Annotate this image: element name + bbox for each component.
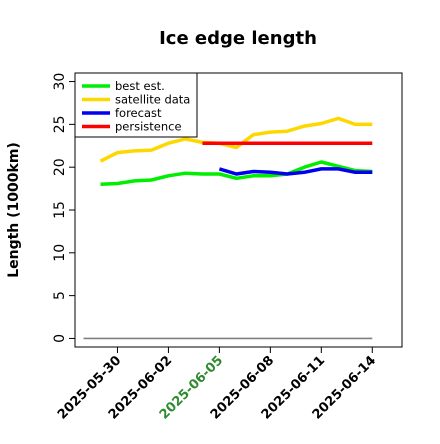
legend-label-satellite-data: satellite data	[115, 93, 190, 107]
legend-label-persistence: persistence	[115, 120, 182, 134]
chart-title: Ice edge length	[159, 28, 317, 49]
y-tick-label: 5	[52, 291, 68, 300]
y-tick-label: 10	[52, 244, 68, 262]
y-tick-label: 0	[52, 334, 68, 343]
y-tick-label: 15	[52, 201, 68, 219]
series-line-best-est	[100, 160, 373, 187]
series-layer	[99, 116, 373, 187]
legend-label-forecast: forecast	[115, 106, 162, 120]
y-axis: 0 5 10 15 20 25 30	[52, 73, 75, 343]
legend-label-best-est: best est.	[115, 79, 165, 93]
series-line-forecast	[218, 167, 373, 176]
y-tick-label: 25	[52, 115, 68, 133]
y-tick-label: 20	[52, 158, 68, 176]
y-axis-label: Length (1000km)	[6, 142, 22, 278]
x-axis: 2025-05-302025-06-022025-06-052025-06-08…	[55, 347, 379, 423]
legend: best est.satellite dataforecastpersisten…	[74, 72, 198, 138]
y-tick-label: 30	[52, 73, 68, 91]
series-line-satellite-data	[99, 116, 373, 163]
